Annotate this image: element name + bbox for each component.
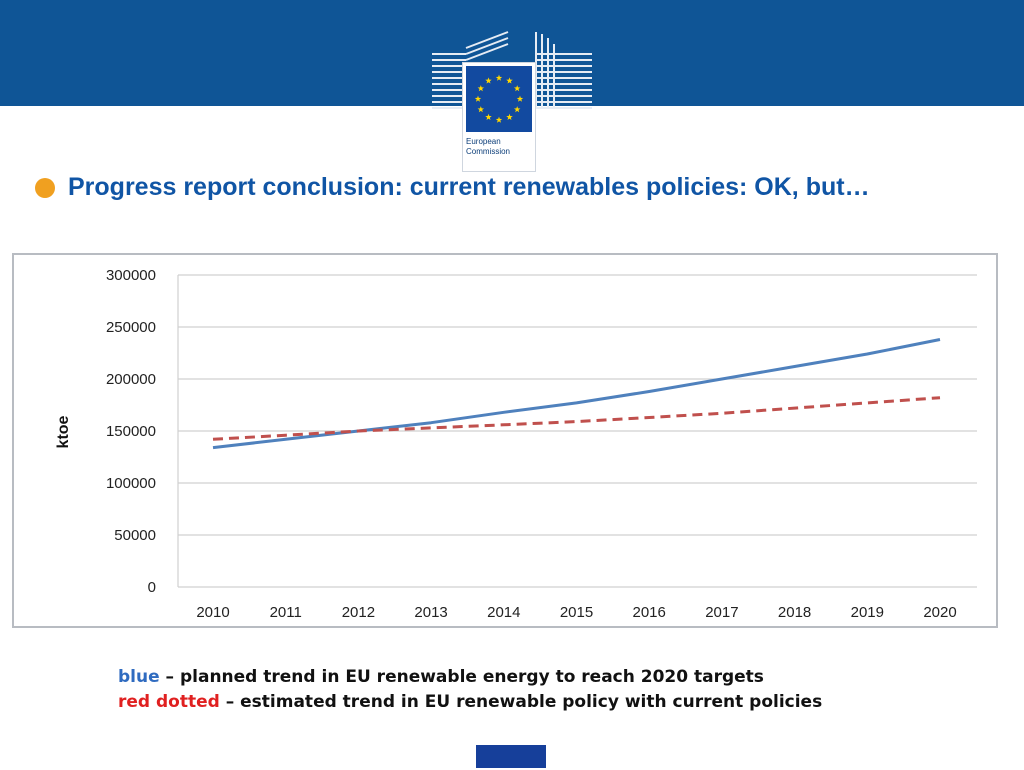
european-commission-logo: European Commission bbox=[428, 28, 596, 172]
eu-flag-footer-icon bbox=[476, 745, 546, 768]
x-tick-label: 2012 bbox=[342, 604, 375, 621]
y-tick-label: 0 bbox=[148, 579, 156, 596]
x-tick-label: 2015 bbox=[560, 604, 593, 621]
bullet-icon bbox=[35, 178, 55, 198]
x-tick-label: 2020 bbox=[923, 604, 956, 621]
legend-notes: blue – planned trend in EU renewable ene… bbox=[118, 665, 998, 715]
note-planned: blue – planned trend in EU renewable ene… bbox=[118, 665, 998, 690]
y-tick-label: 300000 bbox=[106, 267, 156, 284]
star-icon bbox=[506, 113, 513, 120]
star-icon bbox=[485, 77, 492, 84]
x-tick-label: 2017 bbox=[705, 604, 738, 621]
x-tick-label: 2016 bbox=[633, 604, 666, 621]
series-line-estimated bbox=[212, 396, 941, 441]
berlaymont-building-icon bbox=[432, 31, 592, 109]
star-icon bbox=[495, 116, 503, 123]
y-tick-label: 250000 bbox=[106, 319, 156, 336]
star-icon bbox=[516, 95, 524, 102]
star-icon bbox=[477, 85, 485, 92]
y-tick-label: 200000 bbox=[106, 371, 156, 388]
y-axis-title: ktoe bbox=[55, 415, 72, 448]
x-tick-label: 2013 bbox=[414, 604, 447, 621]
logo-label: European Commission bbox=[466, 137, 511, 156]
star-icon bbox=[485, 113, 492, 120]
star-icon bbox=[506, 77, 513, 84]
star-icon bbox=[513, 106, 521, 113]
logo-emblem: European Commission bbox=[462, 62, 536, 172]
note-planned-text: – planned trend in EU renewable energy t… bbox=[159, 667, 764, 687]
note-estimated-key: red dotted bbox=[118, 692, 220, 712]
star-icon bbox=[477, 106, 485, 113]
x-tick-label: 2014 bbox=[487, 604, 520, 621]
star-icon bbox=[495, 74, 503, 81]
star-icon bbox=[474, 95, 482, 102]
y-tick-label: 150000 bbox=[106, 423, 156, 440]
eu-flag-icon bbox=[466, 66, 532, 132]
note-estimated: red dotted – estimated trend in EU renew… bbox=[118, 690, 998, 715]
chart-frame: 0 50000 100000 150000 200000 250000 300000 201… bbox=[12, 253, 998, 628]
y-tick-label: 100000 bbox=[106, 475, 156, 492]
x-tick-label: 2019 bbox=[851, 604, 884, 621]
star-icon bbox=[513, 85, 521, 92]
x-tick-label: 2018 bbox=[778, 604, 811, 621]
y-tick-label: 50000 bbox=[114, 527, 156, 544]
x-tick-label: 2010 bbox=[196, 604, 229, 621]
slide-headline: Progress report conclusion: current rene… bbox=[68, 173, 870, 201]
note-planned-key: blue bbox=[118, 667, 160, 687]
note-estimated-text: – estimated trend in EU renewable policy… bbox=[219, 692, 823, 712]
x-tick-label: 2011 bbox=[270, 604, 302, 621]
